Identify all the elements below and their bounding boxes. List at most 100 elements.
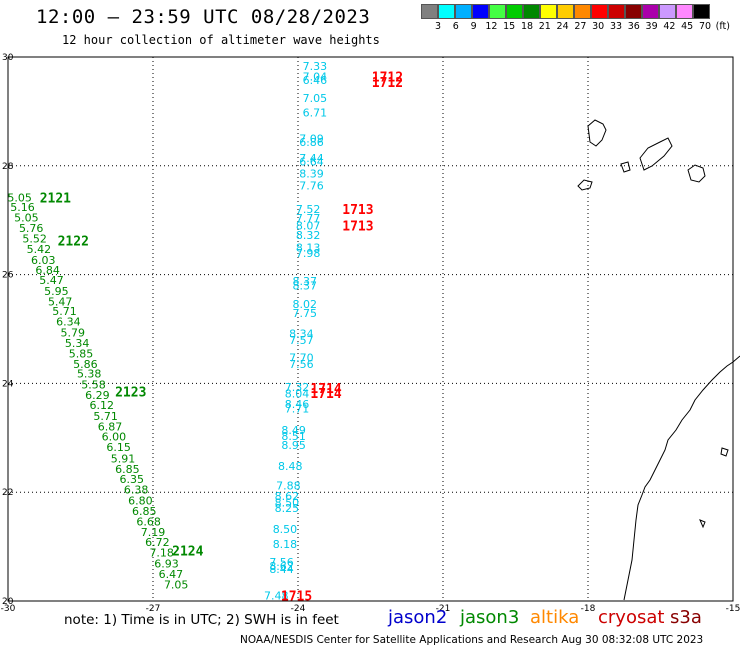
color-swatch [557,4,574,19]
wave-height-label: 7.75 [293,307,318,320]
wave-height-label: 7.88 [276,480,301,493]
color-swatch [693,4,710,19]
wave-height-label: 7.18 [149,547,174,560]
color-scale-label: 70 [698,21,712,32]
color-swatch [659,4,676,19]
wave-height-label: 7.76 [299,179,324,192]
wave-height-label: 5.58 [81,378,106,391]
y-tick-label: 26 [2,271,14,281]
wave-height-label: 7.05 [164,579,189,592]
wave-height-label: 7.70 [289,351,314,364]
wave-height-label: 6.85 [115,463,140,476]
x-tick-label: -21 [436,604,451,614]
color-swatch [472,4,489,19]
wave-height-label: 6.80 [128,494,153,507]
color-scale-label: 39 [645,21,658,32]
wave-height-label: 5.47 [39,274,64,287]
wave-height-label: 5.34 [65,337,90,350]
x-tick-label: -18 [581,604,596,614]
wave-height-label: 8.51 [281,430,306,443]
page-title: 12:00 – 23:59 UTC 08/28/2023 [36,6,371,28]
wave-height-label: 6.87 [98,420,123,433]
wave-height-label: 5.79 [61,326,86,339]
wave-height-label: 6.34 [56,315,81,328]
wave-height-label: 6.84 [35,264,60,277]
color-swatch [540,4,557,19]
wave-height-label: 8.02 [293,298,318,311]
wave-height-label: 8.32 [296,229,321,242]
wave-height-label: 6.12 [90,399,115,412]
color-swatch [608,4,625,19]
wave-height-label: 5.16 [10,201,35,214]
wave-height-label: 6.29 [85,389,110,402]
wave-height-label: 7.56 [269,556,294,569]
wave-height-label: 7.09 [299,133,324,146]
y-tick-label: 28 [2,162,14,172]
wave-height-label: 7.48 [264,590,289,603]
color-swatch [489,4,506,19]
wave-height-label: 8.34 [289,327,314,340]
coastline-cape-detail [720,447,729,457]
time-label: 1714 [310,382,341,397]
axis-tick-labels: -30 -27 -24 -21 -18 -15 30 28 26 24 22 20 [1,53,740,614]
x-tick-label: -27 [146,604,161,614]
wave-height-label: 7.19 [141,526,166,539]
wave-height-label: 6.86 [299,136,324,149]
map-frame [7,56,734,602]
y-tick-label: 20 [2,597,14,607]
wave-height-label: 6.85 [132,505,157,518]
wave-height-label: 8.49 [281,424,306,437]
time-label: 1712 [372,71,403,86]
wave-height-label: 5.42 [27,243,52,256]
coastline-peninsula [699,519,706,529]
wave-height-label: 5.76 [19,222,44,235]
time-labels: 2121212221232124171217121713171317141714… [40,71,403,605]
wave-height-label: 6.68 [136,516,161,529]
color-scale-label: 36 [627,21,640,32]
color-scale-label: 6 [452,21,459,32]
wave-height-label: 7.44 [299,152,324,165]
wave-height-label: 8.95 [281,439,306,452]
color-scale-label: 24 [556,21,569,32]
wave-height-label: 6.00 [102,431,127,444]
wave-height-label: 5.71 [52,305,77,318]
time-label: 1715 [281,590,312,605]
color-scale-label: 3 [434,21,442,32]
x-tick-label: -24 [291,604,306,614]
wave-height-label: 5.52 [22,233,47,246]
color-scale-bar [421,4,733,20]
color-swatch [574,4,591,19]
color-scale-label: 45 [681,21,694,32]
wave-height-label: 6.15 [106,441,131,454]
color-swatch [438,4,455,19]
island-tenerife [639,137,673,171]
wave-height-label: 7.52 [296,203,321,216]
color-scale-labels: 3 6 9 12 15 18 21 24 27 30 33 36 39 42 45 70 (ft) [421,21,740,33]
wave-height-label: 8.25 [275,502,300,515]
color-scale-label: 33 [609,21,623,32]
wave-height-label: 6.38 [124,483,149,496]
color-swatch [625,4,642,19]
color-swatch [506,4,523,19]
color-scale-label: 21 [538,21,551,32]
y-tick-label: 22 [2,488,13,498]
wave-height-label: 5.38 [77,368,102,381]
time-label: 1714 [310,387,341,402]
wave-height-label: 8.37 [293,279,318,292]
time-label: 1712 [372,76,403,91]
wave-height-label: 6.64 [299,155,324,168]
wave-height-label: 7.04 [303,71,328,84]
island-el-hierro [577,179,593,191]
wave-height-label: 8.62 [269,560,294,573]
island-lanzarote [587,119,607,147]
wave-height-label: 8.13 [296,241,321,254]
wave-height-label: 7.71 [285,402,310,415]
time-label: 2123 [115,386,146,401]
wave-height-label: 8.37 [293,275,318,288]
wave-height-label: 5.95 [44,285,69,298]
color-scale-label: (ft) [715,21,730,32]
map-grid [7,56,734,602]
wave-height-label: 5.85 [69,347,94,360]
wave-height-label: 8.62 [275,490,300,503]
